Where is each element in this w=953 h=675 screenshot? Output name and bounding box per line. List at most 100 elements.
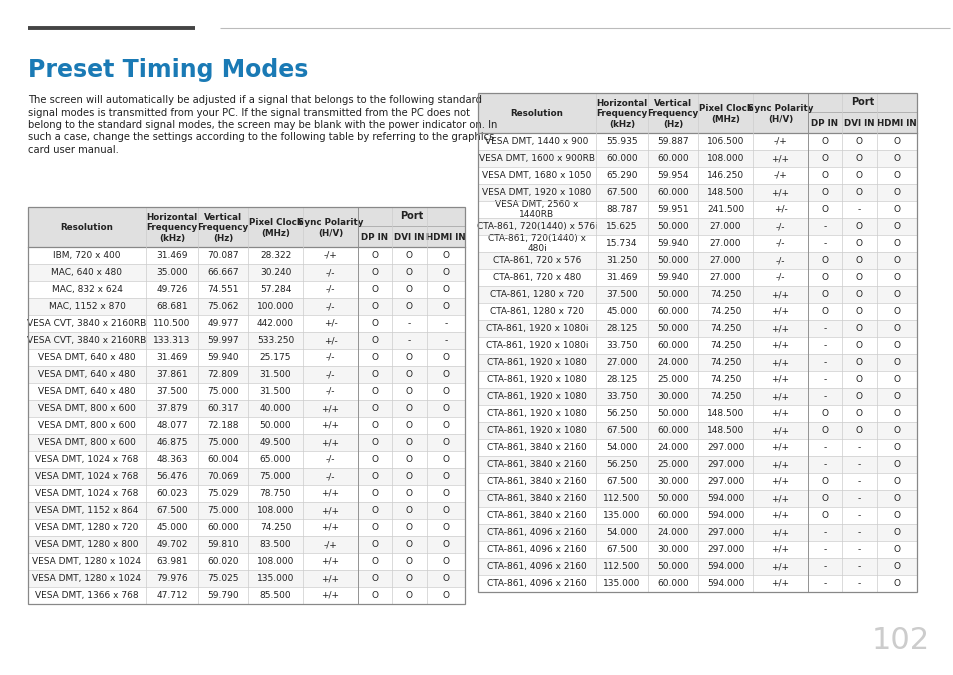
Text: VESA DMT, 1280 x 1024: VESA DMT, 1280 x 1024	[32, 574, 141, 583]
Text: 27.000: 27.000	[709, 222, 740, 231]
Text: O: O	[855, 409, 862, 418]
Text: 54.000: 54.000	[605, 528, 638, 537]
Text: CTA-861, 1920 x 1080: CTA-861, 1920 x 1080	[487, 375, 586, 384]
Text: CTA-861, 720 x 576: CTA-861, 720 x 576	[493, 256, 580, 265]
Text: 33.750: 33.750	[605, 392, 638, 401]
Text: CTA-861, 4096 x 2160: CTA-861, 4096 x 2160	[487, 562, 586, 571]
Text: HDMI IN: HDMI IN	[876, 119, 916, 128]
Text: 37.500: 37.500	[605, 290, 638, 299]
Text: O: O	[893, 358, 900, 367]
Bar	[477, 93, 916, 133]
Text: 49.500: 49.500	[259, 438, 291, 447]
Text: O: O	[371, 557, 378, 566]
Text: 148.500: 148.500	[706, 426, 743, 435]
Text: O: O	[406, 540, 413, 549]
Text: O: O	[371, 268, 378, 277]
Text: 27.000: 27.000	[605, 358, 638, 367]
Bar	[477, 473, 916, 490]
Text: 59.954: 59.954	[657, 171, 688, 180]
Text: VESA DMT, 1024 x 768: VESA DMT, 1024 x 768	[35, 472, 138, 481]
Text: O: O	[821, 205, 827, 214]
Text: 74.250: 74.250	[259, 523, 291, 532]
Text: O: O	[442, 302, 449, 311]
Text: 133.313: 133.313	[153, 336, 191, 345]
Text: 27.000: 27.000	[709, 273, 740, 282]
Bar	[477, 93, 916, 592]
Text: O: O	[442, 268, 449, 277]
Text: +/+: +/+	[771, 341, 789, 350]
Text: +/+: +/+	[771, 375, 789, 384]
Text: O: O	[406, 506, 413, 515]
Text: O: O	[893, 137, 900, 146]
Text: CTA-861, 720(1440) x 576i: CTA-861, 720(1440) x 576i	[476, 222, 597, 231]
Text: 533.250: 533.250	[256, 336, 294, 345]
Text: Preset Timing Modes: Preset Timing Modes	[28, 58, 308, 82]
Text: O: O	[893, 188, 900, 197]
Bar	[28, 587, 464, 604]
Text: 79.976: 79.976	[156, 574, 188, 583]
Text: -: -	[822, 579, 825, 588]
Text: 25.000: 25.000	[657, 460, 688, 469]
Text: Horizontal
Frequency
(kHz): Horizontal Frequency (kHz)	[596, 99, 647, 129]
Text: 50.000: 50.000	[657, 494, 688, 503]
Text: CTA-861, 720(1440) x
480i: CTA-861, 720(1440) x 480i	[488, 234, 585, 253]
Text: +/+: +/+	[771, 307, 789, 316]
Text: CTA-861, 3840 x 2160: CTA-861, 3840 x 2160	[487, 477, 586, 486]
Text: signal modes is transmitted from your PC. If the signal transmitted from the PC : signal modes is transmitted from your PC…	[28, 107, 470, 117]
Text: +/+: +/+	[771, 562, 789, 571]
Text: 57.284: 57.284	[259, 285, 291, 294]
Text: O: O	[893, 494, 900, 503]
Text: card user manual.: card user manual.	[28, 145, 119, 155]
Text: DP IN: DP IN	[811, 119, 838, 128]
Text: O: O	[855, 154, 862, 163]
Text: CTA-861, 4096 x 2160: CTA-861, 4096 x 2160	[487, 528, 586, 537]
Text: O: O	[821, 511, 827, 520]
Text: O: O	[371, 336, 378, 345]
Bar	[28, 207, 464, 604]
Text: 442.000: 442.000	[256, 319, 294, 328]
Text: O: O	[855, 358, 862, 367]
Text: CTA-861, 3840 x 2160: CTA-861, 3840 x 2160	[487, 511, 586, 520]
Text: +/+: +/+	[321, 557, 339, 566]
Text: O: O	[821, 188, 827, 197]
Text: O: O	[893, 324, 900, 333]
Text: 46.875: 46.875	[156, 438, 188, 447]
Text: O: O	[442, 387, 449, 396]
Text: O: O	[406, 387, 413, 396]
Text: belong to the standard signal modes, the screen may be blank with the power indi: belong to the standard signal modes, the…	[28, 120, 497, 130]
Bar	[28, 298, 464, 315]
Bar	[28, 366, 464, 383]
Text: O: O	[406, 523, 413, 532]
Text: O: O	[371, 591, 378, 600]
Text: O: O	[406, 489, 413, 498]
Bar	[477, 269, 916, 286]
Text: O: O	[893, 171, 900, 180]
Text: 148.500: 148.500	[706, 409, 743, 418]
Text: 102: 102	[871, 626, 929, 655]
Text: VESA DMT, 640 x 480: VESA DMT, 640 x 480	[38, 370, 135, 379]
Bar	[477, 558, 916, 575]
Text: O: O	[855, 137, 862, 146]
Text: O: O	[855, 290, 862, 299]
Text: O: O	[893, 528, 900, 537]
Text: such a case, change the settings according to the following table by referring t: such a case, change the settings accordi…	[28, 132, 494, 142]
Text: -: -	[857, 443, 861, 452]
Text: -: -	[408, 319, 411, 328]
Text: -/-: -/-	[775, 273, 784, 282]
Text: O: O	[442, 489, 449, 498]
Text: O: O	[406, 285, 413, 294]
Text: O: O	[442, 557, 449, 566]
Text: HDMI IN: HDMI IN	[426, 233, 465, 242]
Text: O: O	[855, 392, 862, 401]
Text: 148.500: 148.500	[706, 188, 743, 197]
Text: O: O	[893, 222, 900, 231]
Text: O: O	[406, 302, 413, 311]
Text: O: O	[821, 256, 827, 265]
Text: O: O	[893, 443, 900, 452]
Text: -/-: -/-	[775, 239, 784, 248]
Text: 297.000: 297.000	[706, 443, 743, 452]
Text: 59.940: 59.940	[657, 239, 688, 248]
Text: VESA DMT, 2560 x
1440RB: VESA DMT, 2560 x 1440RB	[495, 200, 578, 219]
Text: VESA DMT, 1024 x 768: VESA DMT, 1024 x 768	[35, 455, 138, 464]
Text: 59.887: 59.887	[657, 137, 688, 146]
